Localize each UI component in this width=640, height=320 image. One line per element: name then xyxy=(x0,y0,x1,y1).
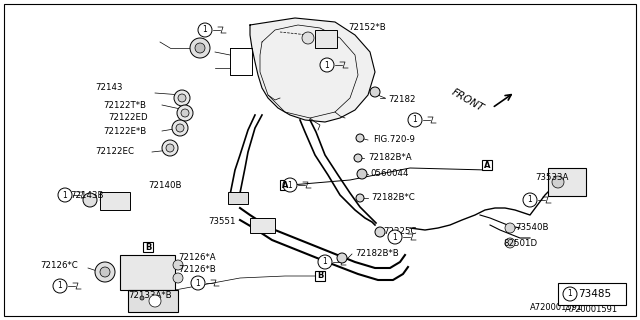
Circle shape xyxy=(198,23,212,37)
Circle shape xyxy=(174,90,190,106)
Circle shape xyxy=(505,223,515,233)
Circle shape xyxy=(166,144,174,152)
Bar xyxy=(120,255,175,290)
Bar xyxy=(143,242,153,252)
Text: 73485: 73485 xyxy=(579,289,612,299)
Circle shape xyxy=(173,273,183,283)
Circle shape xyxy=(191,276,205,290)
Bar xyxy=(315,271,325,281)
Text: 72122T*B: 72122T*B xyxy=(103,100,146,109)
Circle shape xyxy=(58,188,72,202)
Text: 73551: 73551 xyxy=(208,218,236,227)
Text: 72152*B: 72152*B xyxy=(348,23,386,33)
Text: A: A xyxy=(282,180,288,189)
Text: 1: 1 xyxy=(568,290,572,299)
Circle shape xyxy=(354,154,362,162)
Polygon shape xyxy=(250,18,375,122)
Bar xyxy=(100,192,130,210)
Circle shape xyxy=(53,279,67,293)
Circle shape xyxy=(356,134,364,142)
Bar xyxy=(280,180,290,190)
Text: 82501D: 82501D xyxy=(503,239,537,249)
Text: 1: 1 xyxy=(527,196,532,204)
Circle shape xyxy=(83,193,97,207)
Text: B: B xyxy=(317,271,323,281)
Text: 72122ED: 72122ED xyxy=(108,114,148,123)
Circle shape xyxy=(172,120,188,136)
Circle shape xyxy=(552,176,564,188)
Circle shape xyxy=(140,296,144,300)
Circle shape xyxy=(173,260,183,270)
Bar xyxy=(482,160,492,170)
Circle shape xyxy=(176,124,184,132)
Circle shape xyxy=(283,178,297,192)
Circle shape xyxy=(95,262,115,282)
Text: 72182B*C: 72182B*C xyxy=(371,194,415,203)
Circle shape xyxy=(149,295,161,307)
Text: 72122E*B: 72122E*B xyxy=(103,126,147,135)
Bar xyxy=(128,290,178,312)
Bar xyxy=(228,192,248,204)
Text: 72126*B: 72126*B xyxy=(178,266,216,275)
Bar xyxy=(315,30,337,48)
Circle shape xyxy=(195,43,205,53)
Text: 1: 1 xyxy=(203,26,207,35)
Text: 73540B: 73540B xyxy=(515,223,548,233)
Circle shape xyxy=(370,87,380,97)
Circle shape xyxy=(177,105,193,121)
Text: 72140B: 72140B xyxy=(148,180,182,189)
Text: 1: 1 xyxy=(58,282,62,291)
Text: 1: 1 xyxy=(323,258,328,267)
Circle shape xyxy=(178,94,186,102)
Text: 1: 1 xyxy=(392,233,397,242)
Text: 72143: 72143 xyxy=(95,84,122,92)
Text: 1: 1 xyxy=(413,116,417,124)
Circle shape xyxy=(302,32,314,44)
Text: A720001591: A720001591 xyxy=(565,306,618,315)
Text: 72122EC: 72122EC xyxy=(95,148,134,156)
Circle shape xyxy=(357,169,367,179)
Circle shape xyxy=(337,253,347,263)
Text: 72182: 72182 xyxy=(388,94,415,103)
Circle shape xyxy=(523,193,537,207)
Text: B: B xyxy=(145,243,151,252)
Text: FRONT: FRONT xyxy=(450,87,486,113)
Circle shape xyxy=(181,109,189,117)
Text: 72126*A: 72126*A xyxy=(178,253,216,262)
Circle shape xyxy=(375,227,385,237)
Text: 72126*C: 72126*C xyxy=(40,260,77,269)
Text: 1: 1 xyxy=(196,278,200,287)
Circle shape xyxy=(408,113,422,127)
Text: 72225C: 72225C xyxy=(383,228,417,236)
Text: 72133A*B: 72133A*B xyxy=(128,292,172,300)
Circle shape xyxy=(190,38,210,58)
Circle shape xyxy=(356,194,364,202)
Circle shape xyxy=(563,287,577,301)
Text: 1: 1 xyxy=(63,190,67,199)
Text: 72143B: 72143B xyxy=(70,191,104,201)
Circle shape xyxy=(505,238,515,248)
Text: FIG.720-9: FIG.720-9 xyxy=(373,135,415,145)
Circle shape xyxy=(318,255,332,269)
Bar xyxy=(558,283,626,305)
Text: A720001591: A720001591 xyxy=(530,303,583,313)
Text: A: A xyxy=(484,161,490,170)
Text: 72182B*A: 72182B*A xyxy=(368,154,412,163)
Bar xyxy=(250,218,275,233)
Circle shape xyxy=(100,267,110,277)
Text: 73533A: 73533A xyxy=(535,173,568,182)
Text: 1: 1 xyxy=(287,180,292,189)
Circle shape xyxy=(388,230,402,244)
Text: 0560044: 0560044 xyxy=(370,170,408,179)
Bar xyxy=(548,168,586,196)
Circle shape xyxy=(320,58,334,72)
Circle shape xyxy=(162,140,178,156)
Text: 1: 1 xyxy=(324,60,330,69)
Text: 72182B*B: 72182B*B xyxy=(355,250,399,259)
